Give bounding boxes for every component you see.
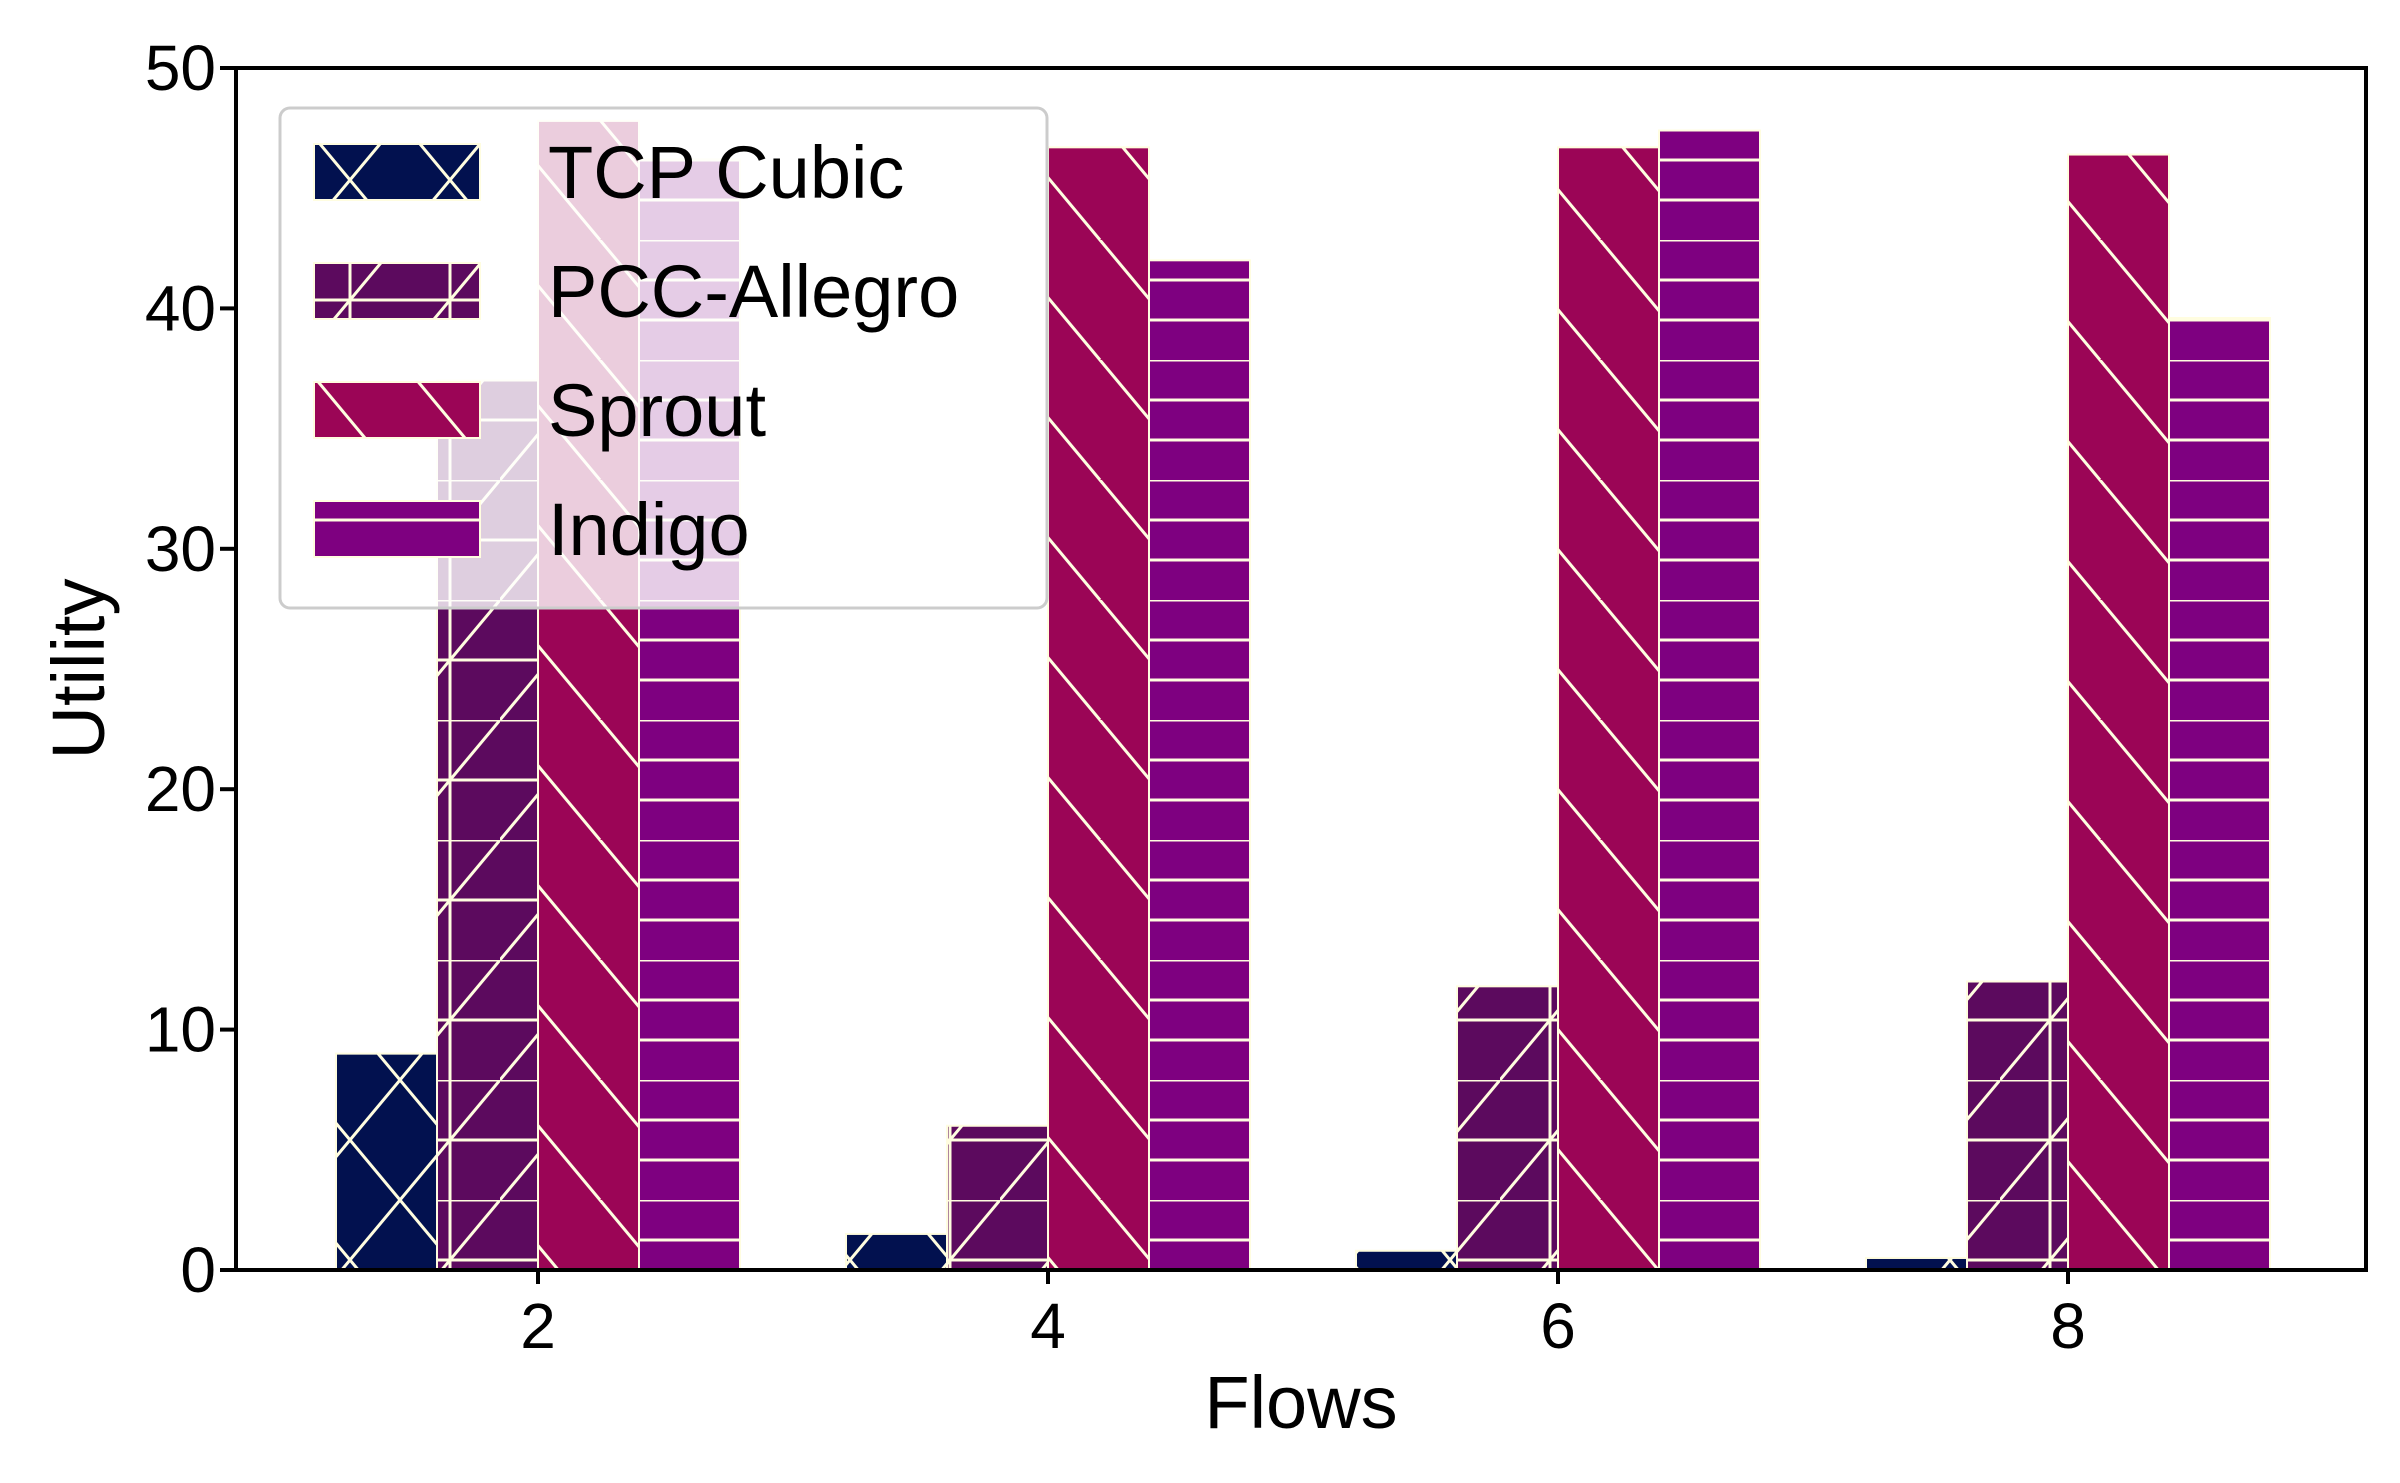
- bars-layer: [335, 119, 2271, 1272]
- legend-box: [278, 106, 1049, 610]
- legend-label: Sprout: [548, 369, 766, 452]
- bar-indigo-flows-8: [2168, 317, 2271, 1271]
- legend-label: PCC-Allegro: [548, 250, 959, 333]
- axes-layer: 0 10 20 30 40 50 2 4 6 8: [145, 32, 2086, 1362]
- x-axis-label: Flows: [1204, 1361, 1397, 1444]
- legend-label: Indigo: [548, 488, 750, 571]
- y-tick-label: 30: [145, 513, 216, 585]
- bar-pcc-allegro-flows-4: [946, 1124, 1049, 1272]
- legend-label: TCP Cubic: [548, 131, 904, 214]
- y-tick-label: 0: [180, 1234, 216, 1306]
- bar-tcp-cubic-flows-2: [335, 1052, 438, 1272]
- bar-tcp-cubic-flows-4: [845, 1232, 948, 1271]
- bar-indigo-flows-4: [1148, 259, 1251, 1271]
- y-tick-label: 10: [145, 994, 216, 1066]
- y-tick-label: 50: [145, 32, 216, 104]
- bar-tcp-cubic-flows-6: [1355, 1249, 1458, 1271]
- bar-sprout-flows-8: [2067, 153, 2170, 1272]
- plot-frame: [234, 66, 2368, 1272]
- legend: TCP Cubic PCC-Allegro Sprout Indigo: [278, 106, 1049, 610]
- legend-swatch: [313, 381, 481, 439]
- y-axis-label: Utility: [37, 579, 120, 760]
- y-tick-label: 40: [145, 272, 216, 344]
- x-tick-label: 2: [520, 1290, 556, 1362]
- bar-sprout-flows-4: [1047, 146, 1150, 1271]
- legend-swatch: [313, 262, 481, 320]
- x-tick-label: 4: [1030, 1290, 1066, 1362]
- x-tick-label: 8: [2050, 1290, 2086, 1362]
- legend-swatch: [313, 143, 481, 201]
- x-tick-label: 6: [1540, 1290, 1576, 1362]
- legend-swatch: [313, 500, 481, 558]
- bar-indigo-flows-6: [1658, 129, 1761, 1271]
- bar-pcc-allegro-flows-8: [1966, 980, 2069, 1272]
- y-tick-label: 20: [145, 753, 216, 825]
- bar-pcc-allegro-flows-6: [1456, 985, 1559, 1271]
- bar-sprout-flows-6: [1557, 146, 1660, 1271]
